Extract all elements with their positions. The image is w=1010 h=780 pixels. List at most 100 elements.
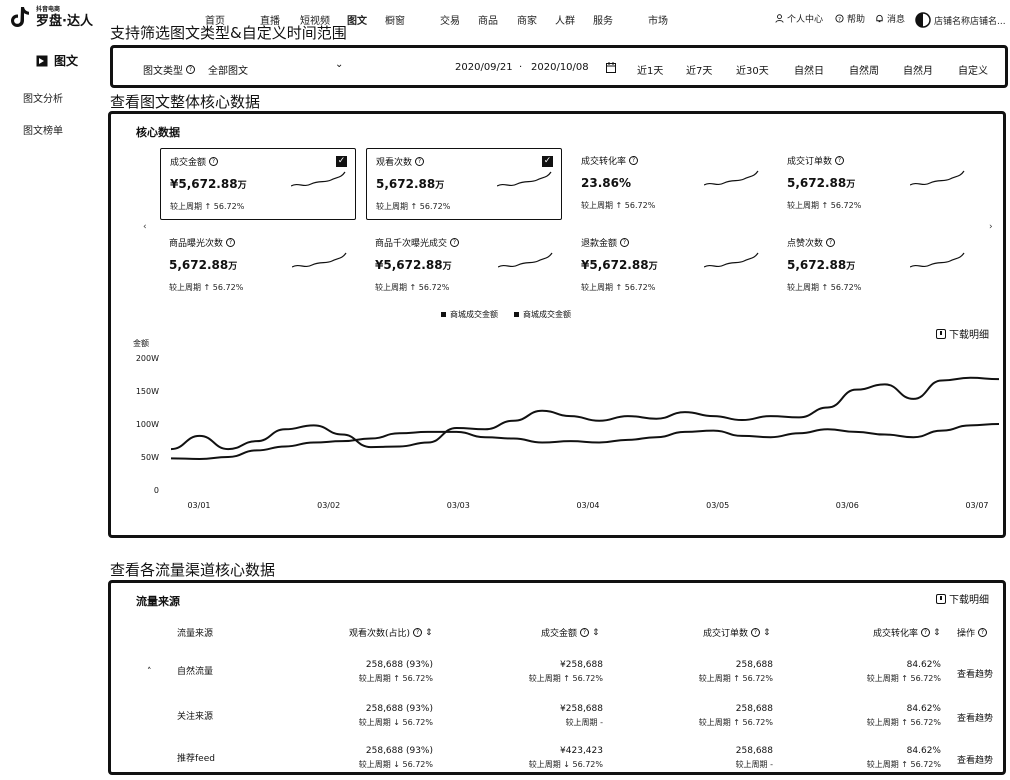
- view-trend-link[interactable]: 查看趋势: [957, 714, 994, 724]
- x-tick-label: 03/02: [317, 501, 340, 510]
- metric-card[interactable]: 退款金额? ¥5,672.88万 较上周期 ↑ 56.72%: [572, 230, 768, 302]
- help-icon[interactable]: ?: [751, 628, 761, 637]
- cvr-compare: 较上周期 ↑ 56.72%: [866, 718, 941, 727]
- metric-card[interactable]: 观看次数? ✓ 5,672.88万 较上周期 ↑ 56.72%: [366, 148, 562, 220]
- nav-merchant[interactable]: 商家: [517, 16, 537, 27]
- legend-label[interactable]: 商城成交金额: [450, 310, 498, 319]
- download-button[interactable]: 下载明细: [936, 591, 989, 606]
- help-icon[interactable]: ?: [826, 238, 836, 247]
- sidebar-item-ranking[interactable]: 图文榜单: [23, 126, 63, 137]
- view-trend-link[interactable]: 查看趋势: [957, 670, 994, 680]
- quick-range-30d[interactable]: 近30天: [736, 66, 769, 77]
- nav-audience[interactable]: 人群: [555, 16, 575, 27]
- help-icon[interactable]: ?: [580, 628, 590, 637]
- help-icon[interactable]: ?: [415, 157, 425, 166]
- nav-service[interactable]: 服务: [593, 16, 613, 27]
- x-tick-label: 03/07: [965, 501, 988, 510]
- help-icon[interactable]: ?: [620, 238, 630, 247]
- checkbox-checked-icon[interactable]: ✓: [542, 156, 553, 167]
- column-header-views[interactable]: 观看次数(占比)? ⇕: [349, 626, 433, 640]
- series-line-2: [170, 423, 1000, 460]
- metric-card[interactable]: 成交金额? ✓ ¥5,672.88万 较上周期 ↑ 56.72%: [160, 148, 356, 220]
- messages-label: 消息: [887, 15, 906, 25]
- quick-range-week[interactable]: 自然周: [849, 66, 879, 77]
- nav-live[interactable]: 直播: [260, 16, 280, 27]
- column-header-gmv[interactable]: 成交金额? ⇕: [541, 626, 600, 640]
- metric-card[interactable]: 点赞次数? 5,672.88万 较上周期 ↑ 56.72%: [778, 230, 974, 302]
- metric-card[interactable]: 商品千次曝光成交? ¥5,672.88万 较上周期 ↑ 56.72%: [366, 230, 562, 302]
- legend-label[interactable]: 商城成交金额: [523, 310, 571, 319]
- nav-showcase[interactable]: 橱窗: [385, 16, 405, 27]
- shop-switcher[interactable]: 店铺名称店铺名...: [915, 12, 1006, 28]
- help-icon[interactable]: ?: [978, 628, 988, 637]
- column-header-cvr[interactable]: 成交转化率? ⇕: [873, 626, 941, 640]
- metric-card[interactable]: 成交转化率? 23.86% 较上周期 ↑ 56.72%: [572, 148, 768, 220]
- orders-compare: 较上周期 ↑ 56.72%: [698, 674, 773, 683]
- quick-range-day[interactable]: 自然日: [794, 66, 824, 77]
- sidebar-title[interactable]: 图文: [36, 52, 78, 69]
- metric-label: 点赞次数?: [787, 236, 836, 249]
- user-center-link[interactable]: 个人中心: [775, 12, 823, 25]
- nav-image-text[interactable]: 图文: [347, 16, 367, 27]
- metric-unit: 万: [435, 181, 445, 191]
- type-select[interactable]: 全部图文: [208, 66, 248, 77]
- nav-trade[interactable]: 交易: [440, 16, 460, 27]
- nav-market[interactable]: 市场: [648, 16, 668, 27]
- cvr-compare: 较上周期 ↑ 56.72%: [866, 674, 941, 683]
- help-icon[interactable]: ?: [209, 157, 219, 166]
- chevron-down-icon[interactable]: ⌄: [335, 59, 344, 70]
- date-start[interactable]: 2020/09/21: [455, 62, 513, 73]
- row-cvr: 84.62% 较上周期 ↑ 56.72%: [867, 745, 941, 771]
- download-button[interactable]: 下载明细: [936, 326, 989, 341]
- help-icon[interactable]: ?: [450, 238, 460, 247]
- quick-range-7d[interactable]: 近7天: [686, 66, 713, 77]
- help-icon[interactable]: ?: [835, 156, 845, 165]
- cvr-compare: 较上周期 ↑ 56.72%: [866, 760, 941, 769]
- metric-unit: 万: [648, 262, 658, 272]
- y-tick-label: 200W: [136, 354, 159, 363]
- view-trend-link[interactable]: 查看趋势: [957, 756, 994, 766]
- nav-short-video[interactable]: 短视频: [300, 16, 330, 27]
- quick-range-month[interactable]: 自然月: [903, 66, 933, 77]
- metric-value: 23.86%: [581, 176, 631, 190]
- help-icon[interactable]: ?: [629, 156, 639, 165]
- x-tick-label: 03/03: [447, 501, 470, 510]
- calendar-icon[interactable]: [606, 62, 616, 73]
- quick-range-1d[interactable]: 近1天: [637, 66, 664, 77]
- date-end[interactable]: 2020/10/08: [531, 62, 589, 73]
- bell-icon: [876, 14, 883, 23]
- row-source: 关注来源: [177, 712, 214, 722]
- brand-logo[interactable]: 抖音电商 罗盘·达人: [10, 6, 93, 28]
- metric-compare: 较上周期 ↑ 56.72%: [375, 283, 450, 292]
- series-line-1: [170, 376, 1000, 451]
- nav-product[interactable]: 商品: [478, 16, 498, 27]
- sort-icon[interactable]: ⇕: [763, 627, 771, 638]
- checkbox-checked-icon[interactable]: ✓: [336, 156, 347, 167]
- metric-compare: 较上周期 ↑ 56.72%: [787, 201, 862, 210]
- help-icon[interactable]: ?: [921, 628, 931, 637]
- metric-card[interactable]: 商品曝光次数? 5,672.88万 较上周期 ↑ 56.72%: [160, 230, 356, 302]
- header-text: 成交订单数: [703, 629, 749, 639]
- sort-icon[interactable]: ⇕: [425, 627, 433, 638]
- traffic-title: 流量来源: [136, 595, 180, 608]
- chevron-right-icon[interactable]: ›: [989, 222, 993, 232]
- nav-home[interactable]: 首页: [205, 16, 225, 27]
- metric-label-text: 成交订单数: [787, 157, 833, 167]
- help-icon[interactable]: ?: [186, 65, 195, 74]
- gmv-value: ¥258,688: [560, 660, 603, 670]
- metric-compare: 较上周期 ↑ 56.72%: [787, 283, 862, 292]
- column-header-orders[interactable]: 成交订单数? ⇕: [703, 626, 771, 640]
- sort-icon[interactable]: ⇕: [592, 627, 600, 638]
- metric-card[interactable]: 成交订单数? 5,672.88万 较上周期 ↑ 56.72%: [778, 148, 974, 220]
- sidebar-item-analysis[interactable]: 图文分析: [23, 94, 63, 105]
- chevron-left-icon[interactable]: ‹: [143, 222, 147, 232]
- metric-value-text: 5,672.88: [787, 258, 847, 272]
- row-cvr: 84.62% 较上周期 ↑ 56.72%: [867, 659, 941, 685]
- help-link[interactable]: ? 帮助: [835, 12, 865, 25]
- expand-icon[interactable]: ˄: [147, 667, 152, 677]
- help-icon[interactable]: ?: [413, 628, 423, 637]
- quick-range-custom[interactable]: 自定义: [958, 66, 988, 77]
- sort-icon[interactable]: ⇕: [933, 627, 941, 638]
- messages-link[interactable]: 消息: [875, 12, 905, 25]
- help-icon[interactable]: ?: [226, 238, 236, 247]
